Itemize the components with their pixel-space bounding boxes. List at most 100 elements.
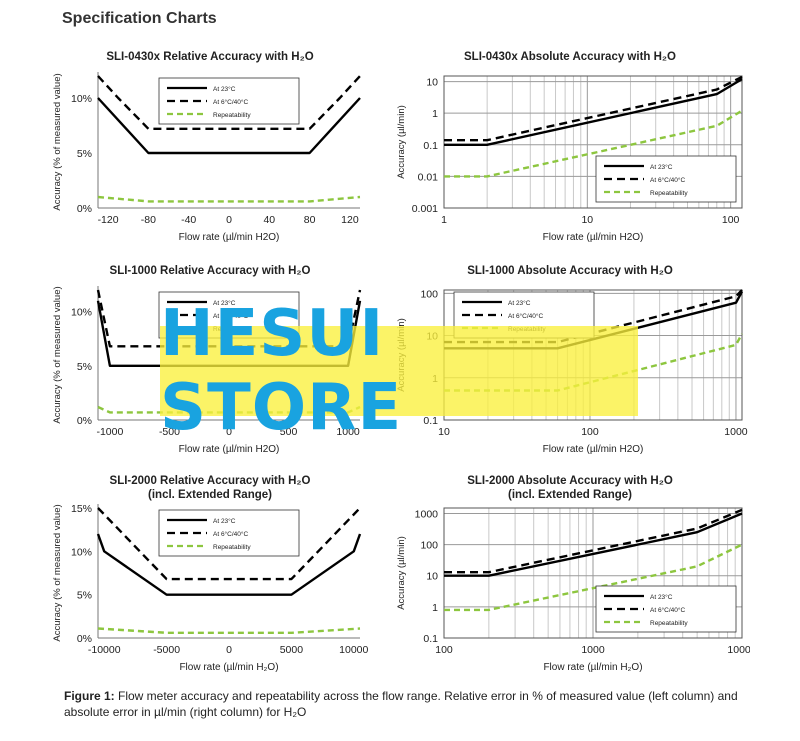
- x-tick-label: 10: [581, 214, 593, 226]
- chart-sli-0430x-absolute: SLI-0430x Absolute Accuracy with H₂O 1 10…: [390, 50, 750, 250]
- legend-label: At 6°C/40°C: [508, 312, 543, 320]
- legend-label: At 6°C/40°C: [650, 176, 685, 184]
- x-tick-label: 100: [435, 644, 453, 656]
- series-line-dashed: [97, 507, 361, 581]
- series-line-green-dashed: [97, 627, 361, 635]
- x-tick-label: -1000: [96, 426, 123, 438]
- chart-svg: -10000 -5000 0 5000 10000 0% 5% 10% 15% Flow rate…: [52, 503, 369, 673]
- chart-subtitle: (incl. Extended Range): [508, 489, 632, 501]
- chart-title: SLI-2000 Relative Accuracy with H₂O: [109, 475, 311, 487]
- series-line-solid: [444, 512, 743, 577]
- y-tick-label: 10: [426, 571, 438, 583]
- legend-label: Repeatability: [213, 112, 251, 119]
- legend-label: At 6°C/40°C: [213, 312, 248, 320]
- x-axis-label: Flow rate (µl/min H2O): [543, 444, 644, 455]
- x-tick-label: 0: [226, 426, 232, 438]
- chart-subtitle: (incl. Extended Range): [148, 489, 272, 501]
- y-tick-label: 15%: [71, 503, 92, 515]
- legend-label: At 23°C: [213, 299, 236, 307]
- x-tick-label: -500: [159, 426, 180, 438]
- chart-sli-2000-relative: SLI-2000 Relative Accuracy with H₂O (inc…: [40, 474, 380, 684]
- y-axis-label: Accuracy (% of measured value): [52, 73, 63, 210]
- x-axis-label: Flow rate (µl/min H₂O): [179, 662, 278, 673]
- x-tick-label: 10: [438, 426, 450, 438]
- x-tick-label: -120: [98, 214, 119, 226]
- y-tick-label: 5%: [77, 361, 92, 373]
- x-tick-label: 500: [280, 426, 298, 438]
- x-tick-label: 40: [263, 214, 275, 226]
- y-tick-label: 5%: [77, 148, 92, 160]
- x-tick-label: -80: [141, 214, 156, 226]
- x-tick-label: 80: [304, 214, 316, 226]
- x-axis-label: Flow rate (µl/min H2O): [179, 444, 280, 455]
- y-tick-label: 1: [432, 602, 438, 614]
- chart-title: SLI-0430x Relative Accuracy with H₂O: [106, 51, 314, 63]
- page-title: Specification Charts: [62, 10, 217, 27]
- y-tick-label: 0.1: [423, 140, 438, 152]
- legend: At 23°C At 6°C/40°C Repeatability: [158, 509, 300, 557]
- y-tick-label: 0.001: [412, 203, 438, 215]
- x-tick-label: 100: [722, 214, 740, 226]
- x-tick-label: 1000: [724, 426, 748, 438]
- plot-frame: [443, 75, 743, 209]
- legend-label: Repeatability: [213, 544, 251, 551]
- y-tick-label: 10%: [71, 93, 92, 105]
- series-line-green-dashed: [444, 109, 743, 178]
- y-axis-label: Accuracy (µl/min): [396, 536, 407, 610]
- caption-label: Figure 1:: [64, 689, 115, 703]
- x-tick-label: 1000: [336, 426, 360, 438]
- x-tick-label: -10000: [88, 644, 121, 656]
- y-tick-label: 0%: [77, 203, 92, 215]
- y-tick-label: 5%: [77, 590, 92, 602]
- y-axis-label: Accuracy (% of measured value): [52, 286, 63, 423]
- legend-label: At 23°C: [650, 163, 673, 171]
- x-axis-label: Flow rate (µl/min H₂O): [543, 662, 642, 673]
- y-tick-label: 0.1: [423, 415, 438, 427]
- figure-caption: Figure 1: Flow meter accuracy and repeat…: [64, 688, 764, 720]
- chart-title: SLI-1000 Absolute Accuracy with H₂O: [467, 265, 673, 277]
- chart-svg: -120 -80 -40 0 40 80 120 0% 5% 10% Flow rate (µl/m…: [52, 72, 361, 243]
- series-line-solid: [96, 533, 362, 596]
- x-tick-label: 10000: [339, 644, 368, 656]
- series-line-solid: [97, 97, 361, 155]
- series-line-solid: [444, 78, 743, 147]
- y-tick-label: 100: [420, 540, 438, 552]
- watermark-banner: HESUI STORE: [160, 297, 638, 445]
- chart-title: SLI-1000 Relative Accuracy with H₂O: [109, 265, 311, 277]
- legend-label: Repeatability: [650, 620, 688, 627]
- y-tick-label: 100: [420, 288, 438, 300]
- legend-label: At 6°C/40°C: [650, 606, 685, 614]
- x-tick-label: 120: [341, 214, 359, 226]
- x-tick-label: 5000: [280, 644, 304, 656]
- legend-label: At 23°C: [650, 593, 673, 601]
- legend-label: At 23°C: [508, 299, 531, 307]
- y-tick-label: 0.1: [423, 633, 438, 645]
- legend-label: At 23°C: [213, 85, 236, 93]
- series-line-green-dashed: [444, 333, 744, 392]
- legend-label: At 6°C/40°C: [213, 530, 248, 538]
- x-tick-label: -40: [181, 214, 196, 226]
- x-tick-label: 10000: [727, 644, 750, 656]
- y-tick-label: 0%: [77, 633, 92, 645]
- y-tick-label: 1: [432, 108, 438, 120]
- chart-sli-2000-absolute: SLI-2000 Absolute Accuracy with H₂O (inc…: [390, 474, 750, 684]
- y-tick-label: 10%: [71, 546, 92, 558]
- x-tick-label: 0: [226, 214, 232, 226]
- chart-svg: 1 10 100 0.001 0.01 0.1 1 10 Flow rate (µl/min H…: [396, 75, 743, 243]
- legend-label: At 6°C/40°C: [213, 98, 248, 106]
- x-tick-label: 100: [581, 426, 599, 438]
- x-tick-label: 1000: [581, 644, 605, 656]
- chart-title: SLI-2000 Absolute Accuracy with H₂O: [467, 475, 673, 487]
- y-tick-label: 0%: [77, 415, 92, 427]
- y-tick-label: 10%: [71, 307, 92, 319]
- series-line-dashed: [444, 75, 743, 142]
- caption-text: Flow meter accuracy and repeatability ac…: [64, 689, 738, 719]
- chart-sli-0430x-relative: SLI-0430x Relative Accuracy with H₂O -12…: [40, 50, 380, 250]
- watermark-text: HESUI STORE: [160, 297, 403, 445]
- series-line-green-dashed: [97, 195, 361, 203]
- x-tick-label: 0: [226, 644, 232, 656]
- y-axis-label: Accuracy (% of measured value): [52, 504, 63, 641]
- series-line-green-dashed: [444, 543, 743, 612]
- y-axis-label: Accuracy (µl/min): [396, 105, 407, 179]
- legend: At 23°C At 6°C/40°C Repeatability: [158, 77, 300, 125]
